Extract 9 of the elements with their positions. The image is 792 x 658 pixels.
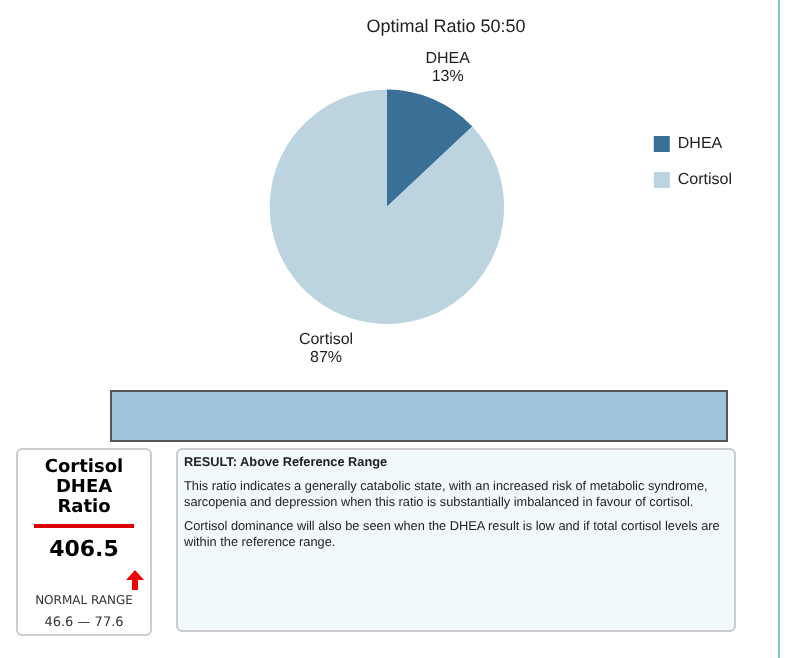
data-label: 87% bbox=[310, 348, 343, 367]
slice-label: DHEA bbox=[425, 49, 472, 68]
legend-label: DHEA bbox=[677, 134, 724, 153]
chart-title: Optimal Ratio 50:50 bbox=[366, 15, 526, 36]
slice-label: Cortisol bbox=[298, 330, 354, 349]
data-label: 13% bbox=[431, 67, 464, 86]
text: 406.5 bbox=[47, 536, 121, 562]
legend-label: Cortisol bbox=[677, 170, 733, 189]
text: Cortisol DHEA Ratio bbox=[42, 458, 126, 518]
